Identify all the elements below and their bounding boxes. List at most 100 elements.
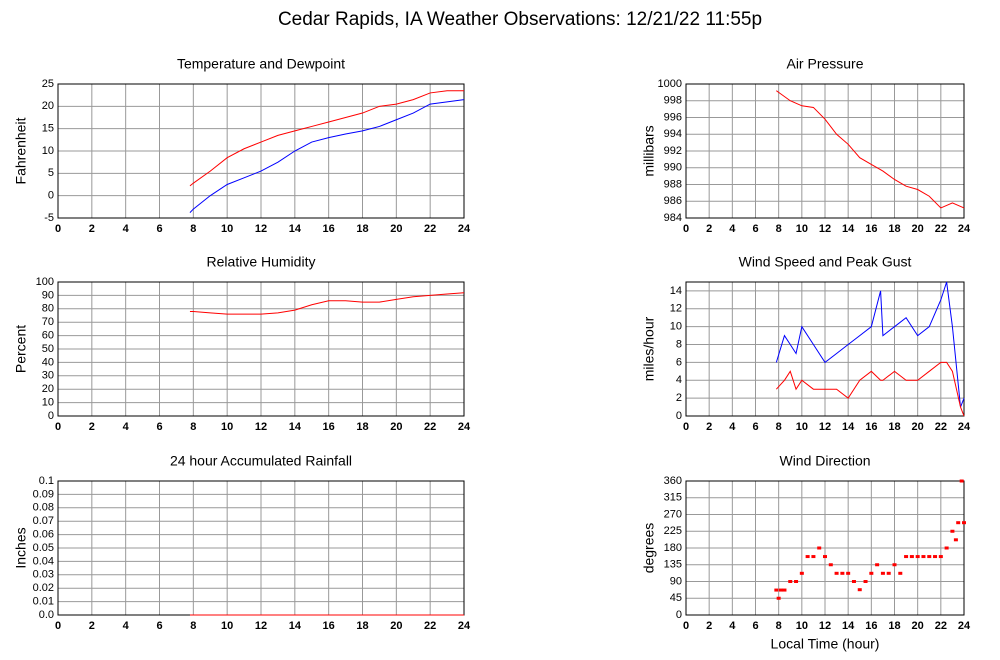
- x-tick-label: 4: [123, 620, 130, 632]
- x-tick-label: 24: [958, 620, 971, 632]
- x-tick-label: 0: [683, 620, 689, 632]
- data-line: [775, 281, 965, 408]
- x-tick-label: 10: [221, 620, 233, 632]
- data-line: [189, 292, 465, 315]
- x-tick-label: 14: [289, 223, 302, 235]
- data-point: [776, 596, 781, 600]
- y-axis-label: degrees: [641, 523, 657, 574]
- y-tick-label: 60: [42, 330, 54, 342]
- y-tick-label: 135: [664, 559, 682, 571]
- x-tick-label: 20: [912, 223, 924, 235]
- x-tick-label: 16: [323, 223, 335, 235]
- y-tick-label: 360: [664, 475, 682, 487]
- y-tick-label: 0.08: [33, 502, 54, 514]
- x-tick-label: 16: [323, 421, 335, 433]
- data-point: [938, 555, 943, 559]
- y-tick-label: 0: [48, 410, 54, 422]
- x-tick-label: 2: [89, 421, 95, 433]
- x-axis-label: Local Time (hour): [771, 636, 880, 652]
- y-tick-label: 90: [670, 575, 682, 587]
- plot-frame: [57, 83, 465, 219]
- x-tick-label: 0: [55, 223, 61, 235]
- y-tick-label: 0.04: [33, 555, 54, 567]
- chart-title: Wind Direction: [779, 453, 870, 469]
- y-tick-label: 0.06: [33, 529, 54, 541]
- x-tick-label: 0: [55, 421, 61, 433]
- chart-title: Temperature and Dewpoint: [177, 56, 345, 72]
- y-tick-label: 70: [42, 316, 54, 328]
- x-tick-label: 8: [776, 620, 782, 632]
- y-tick-label: 10: [670, 321, 682, 333]
- data-point: [788, 580, 793, 583]
- data-point: [933, 555, 938, 559]
- data-point: [875, 563, 880, 567]
- x-tick-label: 12: [819, 223, 831, 235]
- data-point: [778, 588, 783, 592]
- x-tick-label: 2: [706, 223, 712, 235]
- data-point: [892, 563, 897, 567]
- data-point: [799, 571, 804, 575]
- data-point: [782, 588, 787, 592]
- y-tick-label: 0.02: [33, 582, 54, 594]
- x-tick-label: 12: [255, 421, 267, 433]
- data-point: [909, 555, 914, 559]
- x-tick-label: 16: [323, 620, 335, 632]
- data-point: [950, 529, 955, 533]
- x-tick-label: 6: [156, 620, 162, 632]
- data-point: [794, 580, 799, 583]
- x-tick-label: 0: [683, 223, 689, 235]
- y-tick-label: 14: [670, 285, 682, 297]
- x-tick-label: 10: [221, 421, 233, 433]
- y-tick-label: 0: [48, 190, 54, 202]
- x-tick-label: 24: [458, 421, 471, 433]
- data-point: [805, 555, 810, 559]
- chart-title: Relative Humidity: [207, 254, 316, 270]
- y-tick-label: 12: [670, 303, 682, 315]
- data-point: [828, 563, 833, 567]
- y-tick-label: 0: [676, 410, 682, 422]
- x-tick-label: 10: [221, 223, 233, 235]
- x-tick-label: 14: [842, 223, 855, 235]
- x-tick-label: 18: [888, 223, 900, 235]
- x-tick-label: 10: [796, 223, 808, 235]
- x-tick-label: 22: [424, 223, 436, 235]
- data-line: [775, 361, 965, 417]
- chart-title: 24 hour Accumulated Rainfall: [170, 453, 352, 469]
- data-point: [953, 538, 958, 542]
- data-point: [869, 571, 874, 575]
- y-tick-label: 30: [42, 370, 54, 382]
- x-tick-label: 16: [865, 223, 877, 235]
- y-tick-label: 984: [664, 212, 682, 224]
- data-line: [776, 90, 965, 209]
- x-tick-label: 22: [935, 421, 947, 433]
- x-tick-label: 6: [752, 620, 758, 632]
- x-tick-label: 14: [289, 620, 302, 632]
- y-tick-label: 0.07: [33, 515, 54, 527]
- data-point: [811, 555, 816, 559]
- data-point: [915, 555, 920, 559]
- x-tick-label: 20: [912, 421, 924, 433]
- data-point: [898, 571, 903, 575]
- x-tick-label: 22: [424, 421, 436, 433]
- data-point: [840, 571, 845, 575]
- x-tick-label: 18: [888, 620, 900, 632]
- y-tick-label: 0.03: [33, 569, 54, 581]
- x-tick-label: 24: [458, 620, 471, 632]
- x-tick-label: 4: [123, 223, 130, 235]
- data-point: [904, 555, 909, 559]
- y-tick-label: 40: [42, 356, 54, 368]
- data-point: [857, 588, 862, 592]
- x-tick-label: 4: [729, 223, 736, 235]
- x-tick-label: 16: [865, 620, 877, 632]
- x-tick-label: 12: [255, 620, 267, 632]
- y-tick-label: 4: [676, 374, 682, 386]
- y-tick-label: 5: [48, 167, 54, 179]
- x-tick-label: 12: [819, 620, 831, 632]
- y-tick-label: 10: [42, 397, 54, 409]
- x-tick-label: 10: [796, 421, 808, 433]
- x-tick-label: 2: [89, 620, 95, 632]
- y-tick-label: 8: [676, 338, 682, 350]
- y-tick-label: 986: [664, 195, 682, 207]
- x-tick-label: 24: [458, 223, 471, 235]
- y-tick-label: 998: [664, 95, 682, 107]
